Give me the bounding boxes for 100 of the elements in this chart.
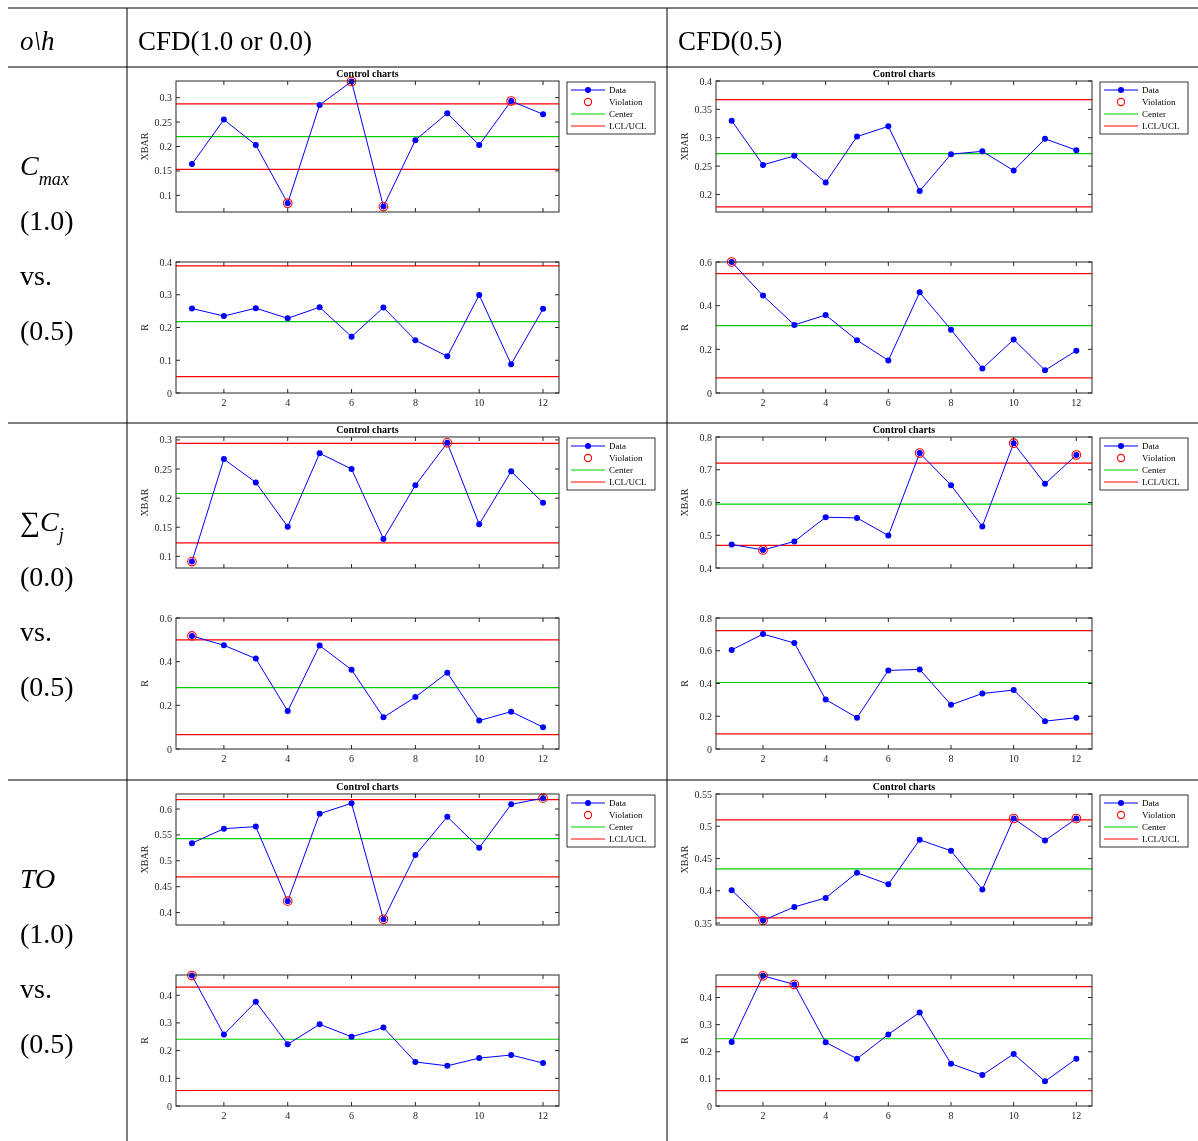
text: o\h xyxy=(20,26,55,56)
legend-label: Data xyxy=(1142,798,1159,808)
y-tick-label: 0 xyxy=(167,743,172,755)
chart-title: Control charts xyxy=(872,68,936,79)
x-tick-label: 2 xyxy=(760,397,766,408)
x-tick-label: 10 xyxy=(474,1110,485,1121)
y-tick-label: 0.45 xyxy=(694,853,712,865)
legend-label: LCL/UCL xyxy=(609,834,647,844)
y-tick-label: 0.2 xyxy=(699,343,712,355)
y-axis-title: R xyxy=(679,323,690,331)
x-tick-label: 6 xyxy=(349,753,355,764)
x-tick-label: 2 xyxy=(221,753,227,764)
y-tick-label: 0.4 xyxy=(159,256,172,268)
y-tick-label: 0.2 xyxy=(159,699,172,711)
y-tick-label: 0.1 xyxy=(159,189,172,201)
y-tick-label: 0.4 xyxy=(699,300,712,312)
legend-label: Data xyxy=(1142,85,1159,95)
y-tick-label: 0.25 xyxy=(694,160,712,172)
y-tick-label: 0.8 xyxy=(699,431,712,443)
y-tick-label: 0.45 xyxy=(154,881,172,893)
x-tick-label: 4 xyxy=(285,753,291,764)
legend-label: LCL/UCL xyxy=(1142,121,1180,131)
y-tick-label: 0.1 xyxy=(699,1073,712,1085)
x-tick-label: 12 xyxy=(1071,753,1082,764)
y-tick-label: 0.7 xyxy=(699,464,712,476)
legend-label: Center xyxy=(609,109,633,119)
y-tick-label: 0.4 xyxy=(699,992,712,1004)
x-tick-label: 4 xyxy=(285,1110,291,1121)
x-tick-label: 8 xyxy=(948,753,954,764)
y-axis-title: XBAR xyxy=(679,488,690,517)
y-tick-label: 0 xyxy=(167,387,172,399)
y-tick-label: 0.15 xyxy=(154,521,172,533)
y-axis-title: R xyxy=(679,1036,690,1044)
x-tick-label: 4 xyxy=(823,397,829,408)
text: (1.0) xyxy=(20,205,74,236)
y-tick-label: 0.8 xyxy=(699,612,712,624)
x-tick-label: 4 xyxy=(285,397,291,408)
y-tick-label: 0 xyxy=(707,743,712,755)
y-tick-label: 0.3 xyxy=(699,132,712,144)
y-tick-label: 0.3 xyxy=(699,1019,712,1031)
y-tick-label: 0.2 xyxy=(159,322,172,333)
chart-title: Control charts xyxy=(336,781,399,792)
y-tick-label: 0.2 xyxy=(699,710,712,722)
text: CFD(1.0 or 0.0) xyxy=(138,26,312,56)
text: (1.0) xyxy=(20,918,74,949)
y-tick-label: 0.6 xyxy=(159,612,172,624)
legend-label: Center xyxy=(1142,465,1166,475)
x-tick-label: 4 xyxy=(823,753,829,764)
y-tick-label: 0.55 xyxy=(694,788,712,800)
y-tick-label: 0.3 xyxy=(159,1017,172,1029)
y-tick-label: 0.4 xyxy=(699,678,712,689)
legend-label: Violation xyxy=(609,453,643,463)
y-tick-label: 0.5 xyxy=(699,820,712,832)
y-axis-title: XBAR xyxy=(139,488,150,517)
y-tick-label: 0 xyxy=(707,1100,712,1112)
legend-label: Data xyxy=(609,85,626,95)
y-axis-title: R xyxy=(679,679,690,687)
y-tick-label: 0.1 xyxy=(159,354,172,366)
chart-title: Control charts xyxy=(336,424,399,435)
text: TO xyxy=(20,863,56,894)
y-axis-title: R xyxy=(139,323,150,331)
x-tick-label: 10 xyxy=(474,397,485,408)
legend-label: Data xyxy=(609,441,626,451)
legend-label: Data xyxy=(609,798,626,808)
y-tick-label: 0 xyxy=(167,1100,172,1112)
y-tick-label: 0.6 xyxy=(699,645,712,657)
y-axis-title: XBAR xyxy=(679,845,690,874)
x-tick-label: 6 xyxy=(885,1110,891,1121)
y-tick-label: 0.25 xyxy=(154,463,172,475)
text: (0.5) xyxy=(20,1028,74,1059)
y-tick-label: 0.2 xyxy=(699,1046,712,1058)
y-tick-label: 0 xyxy=(707,387,712,399)
y-tick-label: 0.6 xyxy=(699,497,712,508)
legend-label: LCL/UCL xyxy=(609,121,647,131)
chart-title: Control charts xyxy=(872,424,936,435)
y-tick-label: 0.5 xyxy=(159,855,172,867)
x-tick-label: 8 xyxy=(412,397,418,408)
legend-label: Center xyxy=(609,822,633,832)
legend-label: Violation xyxy=(1142,97,1176,107)
text: ∑C$_{j}$ xyxy=(20,506,64,545)
x-tick-label: 6 xyxy=(885,753,891,764)
chart-title: Control charts xyxy=(336,68,399,79)
x-tick-label: 2 xyxy=(221,397,227,408)
text: vs. xyxy=(20,973,52,1004)
text: (0.5) xyxy=(20,671,74,702)
legend-label: LCL/UCL xyxy=(1142,477,1180,487)
legend-label: LCL/UCL xyxy=(609,477,647,487)
text: vs. xyxy=(20,616,52,647)
x-tick-label: 6 xyxy=(885,397,891,408)
y-axis-title: XBAR xyxy=(139,845,150,874)
y-tick-label: 0.35 xyxy=(694,917,712,929)
text: vs. xyxy=(20,260,52,291)
x-tick-label: 2 xyxy=(760,1110,766,1121)
text: C$_{max}$ xyxy=(20,150,69,189)
legend-label: Violation xyxy=(609,97,643,107)
legend-label: Violation xyxy=(1142,810,1176,820)
y-tick-label: 0.15 xyxy=(154,165,172,177)
y-tick-label: 0.1 xyxy=(159,1072,172,1084)
y-tick-label: 0.4 xyxy=(699,75,712,87)
text: (0.0) xyxy=(20,561,74,592)
